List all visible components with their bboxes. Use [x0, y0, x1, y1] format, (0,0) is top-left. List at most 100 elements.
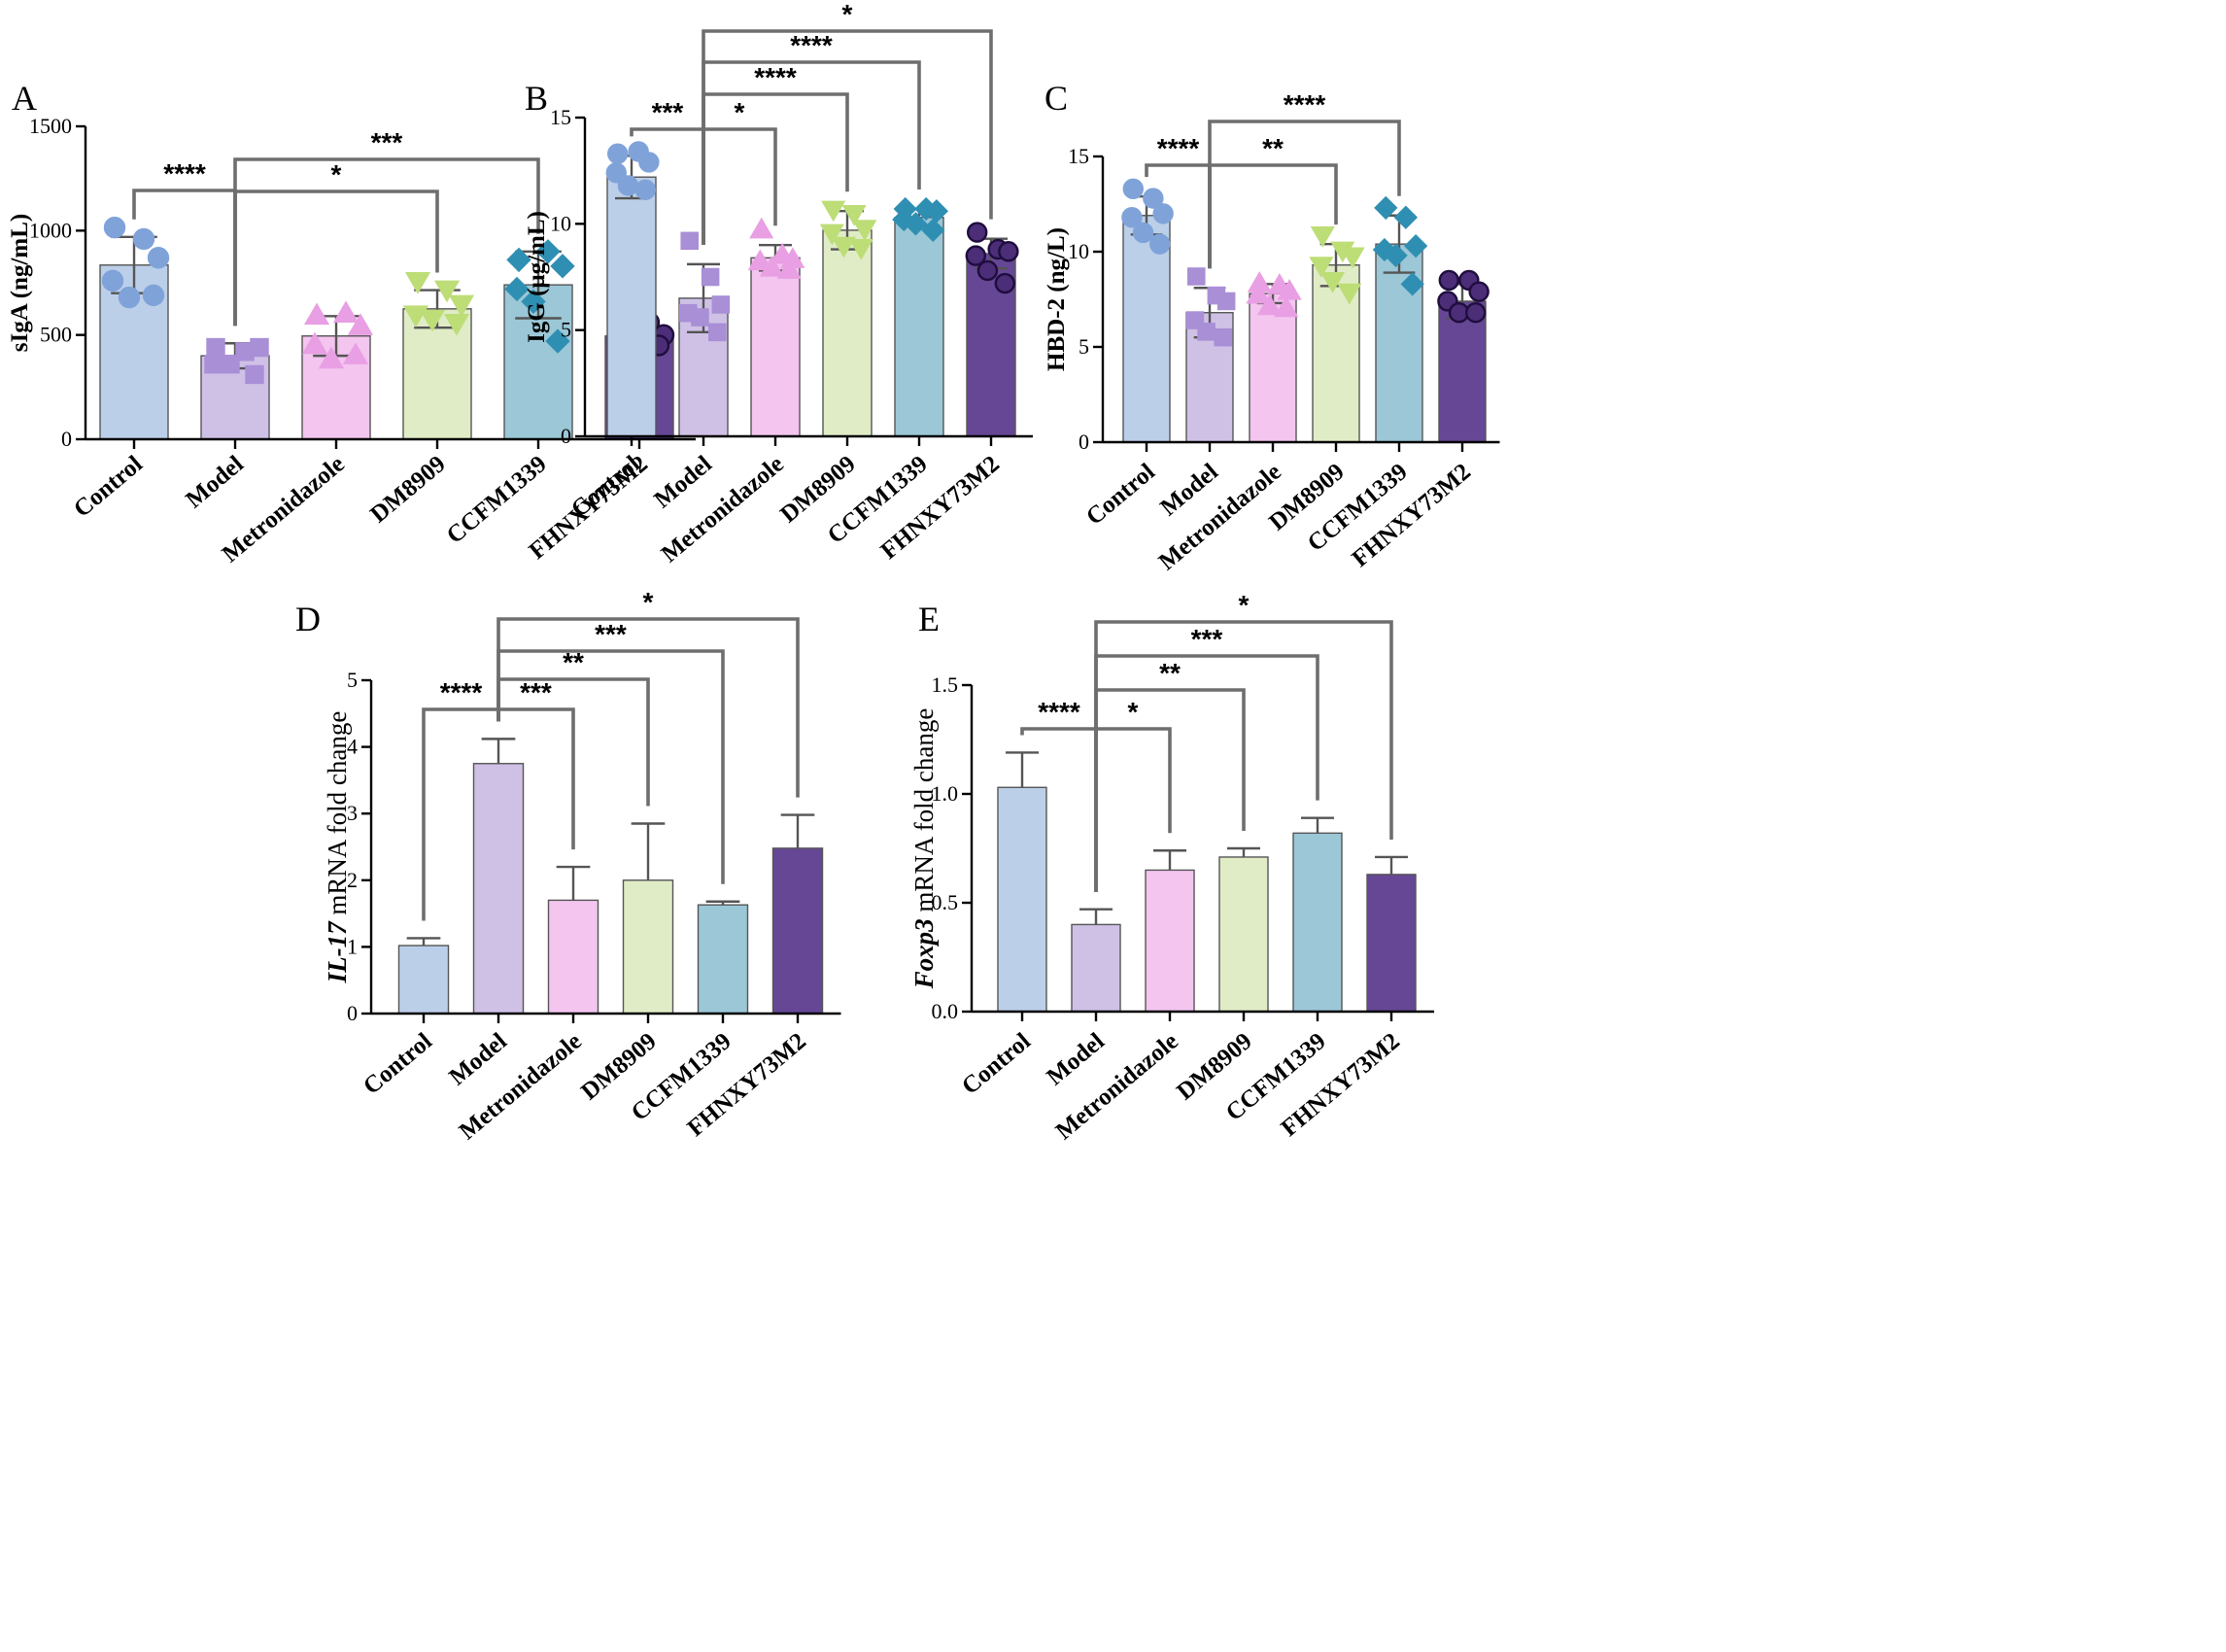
data-point	[691, 308, 709, 327]
significance-bracket	[497, 617, 800, 798]
data-point	[605, 162, 627, 184]
significance-label: ***	[1191, 624, 1223, 654]
data-point	[404, 272, 431, 294]
data-point	[634, 179, 656, 201]
bar-dm8909	[622, 879, 674, 1015]
y-axis-label-rest: mRNA fold change	[909, 708, 939, 919]
bar-model	[1071, 923, 1121, 1013]
data-point	[848, 238, 873, 260]
data-point	[433, 280, 461, 303]
data-point	[1340, 247, 1365, 269]
significance-bracket	[233, 157, 540, 327]
data-point	[976, 259, 999, 282]
x-tick-label: Control	[359, 1028, 437, 1100]
bar-metronidazole	[1145, 869, 1195, 1013]
x-tick-label: Control	[957, 1028, 1036, 1100]
data-point	[1310, 225, 1335, 248]
y-tick-label: 0	[1079, 430, 1089, 454]
data-point	[443, 313, 470, 336]
y-axis-label-gene: Foxp3	[909, 918, 939, 989]
data-point	[904, 212, 928, 236]
data-point	[545, 328, 570, 354]
bar-ccfm1339	[1292, 832, 1343, 1013]
bar-fhnxy73m2	[1366, 874, 1417, 1013]
data-point	[1468, 281, 1490, 302]
data-point	[1465, 302, 1487, 324]
y-tick-label: 10	[1068, 239, 1089, 263]
bar-fhnxy73m2	[771, 847, 824, 1015]
significance-label: ***	[371, 127, 403, 157]
panel-letter: B	[525, 79, 548, 118]
data-point	[852, 220, 877, 241]
significance-label: *	[842, 0, 853, 29]
data-point	[680, 231, 699, 251]
y-axis-label-rest: mRNA fold change	[323, 711, 352, 922]
data-point	[303, 302, 330, 326]
data-point	[1143, 188, 1164, 209]
data-point	[638, 152, 660, 173]
y-tick-label: 5	[561, 318, 571, 342]
data-point	[521, 289, 546, 315]
data-point	[332, 300, 360, 323]
data-point	[1197, 323, 1216, 341]
x-tick-label: Metronidazole	[657, 451, 789, 568]
significance-label: ***	[520, 677, 552, 707]
y-tick-label: 500	[40, 323, 72, 347]
data-point	[535, 239, 561, 264]
data-point	[1132, 222, 1154, 244]
y-tick-label: 5	[347, 668, 358, 692]
data-point	[1152, 203, 1174, 224]
x-tick-label: Model	[649, 451, 717, 513]
data-point	[301, 331, 328, 355]
panel-letter: A	[12, 79, 37, 118]
data-point	[747, 249, 772, 271]
bar-metronidazole	[547, 899, 599, 1015]
panel-letter: C	[1045, 79, 1068, 118]
significance-bracket	[1208, 163, 1338, 269]
y-tick-label: 0.0	[932, 999, 959, 1023]
y-axis-label: HBD-2 (ng/L)	[1044, 227, 1070, 371]
significance-label: ***	[595, 619, 627, 649]
data-point	[1384, 243, 1408, 268]
significance-label: ****	[1157, 133, 1200, 163]
y-axis-label: sIgA (ng/mL)	[7, 214, 33, 352]
y-tick-label: 0.5	[932, 890, 959, 914]
bar-control	[606, 176, 657, 437]
bar-metronidazole	[750, 257, 801, 437]
data-point	[245, 364, 264, 385]
bar-ccfm1339	[697, 904, 749, 1015]
bar-dm8909	[822, 229, 873, 437]
data-point	[1393, 205, 1419, 229]
data-point	[342, 342, 369, 364]
data-point	[1320, 271, 1346, 293]
significance-label: *	[1239, 590, 1250, 620]
y-tick-label: 1	[347, 934, 358, 958]
data-point	[1246, 282, 1271, 304]
data-point	[250, 337, 269, 358]
y-axis-label: IL-17 mRNA fold change	[323, 711, 352, 984]
significance-bracket	[702, 29, 993, 245]
y-tick-label: 15	[1068, 144, 1089, 168]
data-point	[1216, 292, 1236, 311]
data-point	[1257, 293, 1283, 316]
significance-label: **	[1262, 133, 1284, 163]
significance-label: *	[331, 159, 342, 189]
y-tick-label: 15	[550, 105, 571, 129]
significance-label: *	[643, 587, 654, 617]
y-tick-label: 2	[347, 868, 358, 892]
significance-bracket	[1094, 727, 1172, 892]
data-point	[1214, 327, 1232, 347]
data-point	[118, 286, 141, 309]
data-point	[819, 224, 844, 246]
bar-control	[997, 786, 1047, 1013]
bar-model	[472, 763, 525, 1015]
x-tick-label: DM8909	[365, 451, 451, 529]
significance-bracket	[1208, 120, 1401, 269]
significance-label: ****	[1038, 697, 1080, 727]
data-point	[103, 216, 126, 239]
y-tick-label: 10	[550, 211, 571, 235]
data-point	[841, 204, 867, 226]
y-tick-label: 1500	[29, 114, 72, 138]
